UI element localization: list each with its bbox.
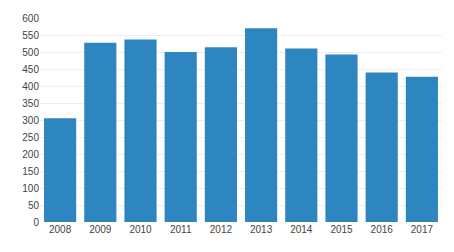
svg-text:2014: 2014 (290, 224, 313, 235)
svg-text:2013: 2013 (250, 224, 273, 235)
svg-text:450: 450 (22, 64, 39, 75)
svg-text:400: 400 (22, 81, 39, 92)
svg-text:200: 200 (22, 149, 39, 160)
svg-text:2012: 2012 (210, 224, 233, 235)
svg-text:2010: 2010 (129, 224, 152, 235)
svg-text:150: 150 (22, 166, 39, 177)
svg-text:2016: 2016 (371, 224, 394, 235)
svg-text:2017: 2017 (411, 224, 434, 235)
svg-text:600: 600 (22, 13, 39, 24)
svg-text:550: 550 (22, 30, 39, 41)
svg-text:250: 250 (22, 132, 39, 143)
svg-text:50: 50 (28, 200, 40, 211)
svg-text:2015: 2015 (330, 224, 353, 235)
svg-text:500: 500 (22, 47, 39, 58)
svg-text:350: 350 (22, 98, 39, 109)
svg-text:2009: 2009 (89, 224, 112, 235)
svg-text:2011: 2011 (170, 224, 192, 235)
svg-text:300: 300 (22, 115, 39, 126)
svg-text:2008: 2008 (49, 224, 72, 235)
svg-text:100: 100 (22, 183, 39, 194)
svg-text:0: 0 (33, 217, 39, 228)
